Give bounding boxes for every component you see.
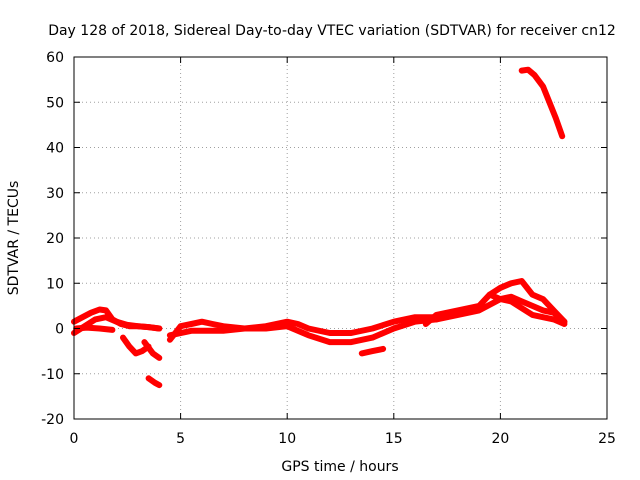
series-arc-7 [166, 314, 440, 343]
plot-frame [73, 56, 608, 420]
y-tick-label: 0 [55, 322, 64, 338]
chart-title: Day 128 of 2018, Sidereal Day-to-day VTE… [48, 23, 616, 39]
x-tick-label: 10 [278, 431, 296, 447]
y-tick-label: 30 [46, 186, 64, 202]
series-arc-9 [358, 345, 387, 357]
x-axis: 0 5 10 15 20 25 [70, 57, 616, 447]
y-tick-label: 40 [46, 141, 64, 157]
y-tick-label: 60 [46, 50, 64, 66]
data-series [71, 66, 568, 389]
y-tick-label: 10 [46, 276, 64, 292]
series-arc-11 [433, 293, 568, 325]
series-arc-13 [518, 66, 566, 140]
x-tick-label: 25 [598, 431, 616, 447]
series-arc-8 [166, 316, 440, 346]
series-arc-2 [71, 314, 163, 336]
series-arc-3 [73, 324, 116, 333]
series-arc-10 [422, 278, 568, 327]
y-tick-label: 50 [46, 95, 64, 111]
y-axis-label: SDTVAR / TECUs [6, 181, 22, 296]
y-tick-label: -10 [41, 367, 64, 383]
y-tick-label: 20 [46, 231, 64, 247]
series-arc-6 [145, 375, 163, 389]
series-arc-12 [486, 291, 568, 327]
x-tick-label: 5 [176, 431, 185, 447]
y-tick-label: -20 [41, 412, 64, 428]
series-arc-5 [141, 339, 163, 361]
x-tick-label: 20 [491, 431, 509, 447]
x-tick-label: 15 [385, 431, 403, 447]
y-axis: -20 -10 0 10 20 30 40 50 60 [41, 50, 607, 428]
grid [74, 57, 607, 419]
x-tick-label: 0 [70, 431, 79, 447]
x-axis-label: GPS time / hours [281, 459, 398, 475]
series-arc-4 [120, 334, 152, 357]
